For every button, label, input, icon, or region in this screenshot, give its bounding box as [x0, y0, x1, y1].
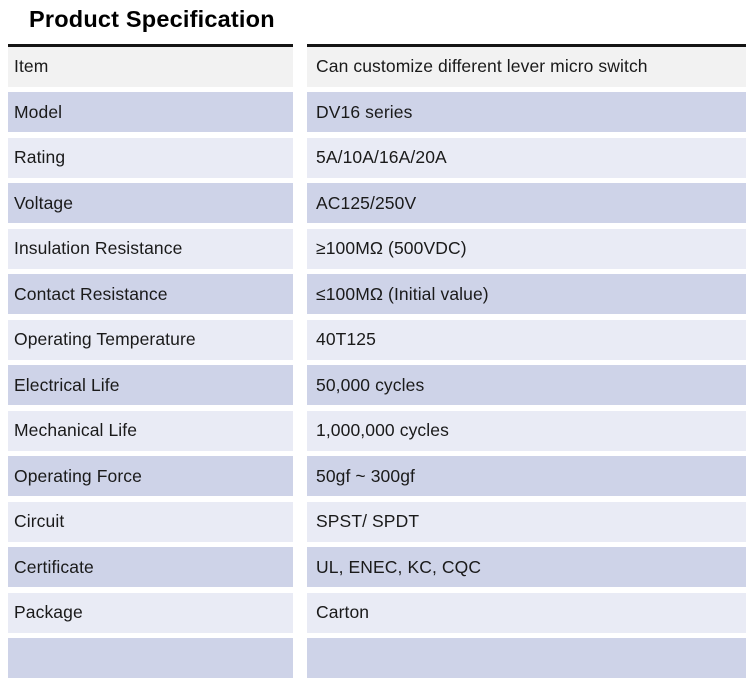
spec-label: Item: [8, 47, 293, 87]
page-title: Product Specification: [29, 5, 275, 33]
spec-label: Certificate: [8, 547, 293, 587]
spec-value: 50gf ~ 300gf: [307, 456, 746, 496]
spec-value: AC125/250V: [307, 183, 746, 223]
spec-label: Electrical Life: [8, 365, 293, 405]
spec-value: 5A/10A/16A/20A: [307, 138, 746, 178]
partial-next-row: [307, 638, 746, 678]
spec-label: Mechanical Life: [8, 411, 293, 451]
spec-label: Model: [8, 92, 293, 132]
spec-value: ≤100MΩ (Initial value): [307, 274, 746, 314]
spec-label: Package: [8, 593, 293, 633]
partial-next-row: [8, 638, 293, 678]
spec-value: Carton: [307, 593, 746, 633]
spec-value: UL, ENEC, KC, CQC: [307, 547, 746, 587]
spec-label: Operating Temperature: [8, 320, 293, 360]
spec-label: Circuit: [8, 502, 293, 542]
spec-value: 40T125: [307, 320, 746, 360]
spec-value: SPST/ SPDT: [307, 502, 746, 542]
spec-label: Rating: [8, 138, 293, 178]
spec-value: 50,000 cycles: [307, 365, 746, 405]
spec-label: Voltage: [8, 183, 293, 223]
spec-label: Insulation Resistance: [8, 229, 293, 269]
spec-value: 1,000,000 cycles: [307, 411, 746, 451]
spec-value: Can customize different lever micro swit…: [307, 47, 746, 87]
spec-label: Contact Resistance: [8, 274, 293, 314]
spec-value: DV16 series: [307, 92, 746, 132]
spec-value: ≥100MΩ (500VDC): [307, 229, 746, 269]
spec-table: Item Can customize different lever micro …: [8, 47, 746, 678]
spec-label: Operating Force: [8, 456, 293, 496]
